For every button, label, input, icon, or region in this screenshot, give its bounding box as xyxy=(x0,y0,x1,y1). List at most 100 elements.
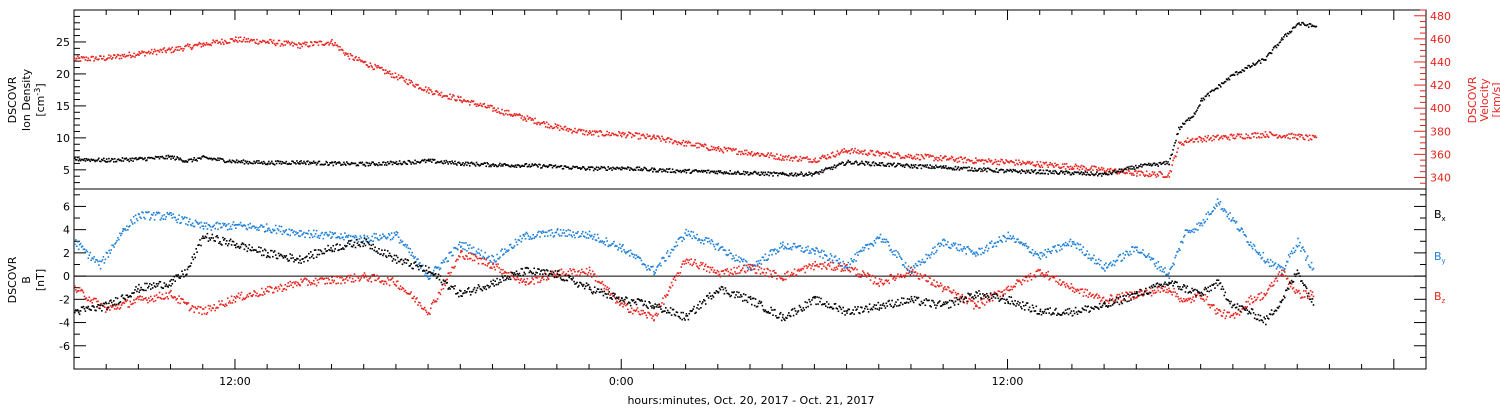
velocity-point xyxy=(1211,140,1213,142)
by-point xyxy=(935,252,937,254)
bz-point xyxy=(702,262,704,264)
bz-point xyxy=(78,290,80,292)
velocity-point xyxy=(103,56,105,58)
bz-point xyxy=(399,288,401,290)
bz-point xyxy=(185,302,187,304)
velocity-point xyxy=(385,69,387,71)
bz-point xyxy=(249,293,251,295)
velocity-point xyxy=(695,143,697,145)
velocity-point xyxy=(1000,161,1002,163)
by-point xyxy=(781,246,783,248)
velocity-point xyxy=(531,119,533,121)
by-point xyxy=(676,241,678,243)
by-point xyxy=(670,252,672,254)
velocity-point xyxy=(428,92,430,94)
by-point xyxy=(1047,248,1049,250)
velocity-point xyxy=(669,141,671,143)
density-point xyxy=(1125,169,1127,171)
density-point xyxy=(723,173,725,175)
velocity-point xyxy=(962,158,964,160)
by-point xyxy=(191,225,193,227)
velocity-point xyxy=(130,57,132,59)
velocity-point xyxy=(179,46,181,48)
density-point xyxy=(1078,172,1080,174)
bz-point xyxy=(695,263,697,265)
by-point xyxy=(227,229,229,231)
velocity-point xyxy=(1136,175,1138,177)
bz-point xyxy=(347,280,349,282)
by-point xyxy=(397,232,399,234)
by-point xyxy=(665,260,667,262)
by-point xyxy=(563,229,565,231)
density-point xyxy=(955,166,957,168)
by-point xyxy=(210,226,212,228)
by-point xyxy=(319,237,321,239)
bz-point xyxy=(519,282,521,284)
density-point xyxy=(962,168,964,170)
velocity-point xyxy=(122,54,124,56)
by-point xyxy=(959,250,961,252)
bz-point xyxy=(631,308,633,310)
density-point xyxy=(1234,74,1236,76)
density-point xyxy=(167,155,169,157)
velocity-point xyxy=(924,158,926,160)
by-point xyxy=(1095,259,1097,261)
bz-point xyxy=(607,289,609,291)
by-point xyxy=(760,260,762,262)
density-point xyxy=(610,167,612,169)
by-point xyxy=(1234,220,1236,222)
by-point xyxy=(425,272,427,274)
bz-point xyxy=(756,273,758,275)
by-point xyxy=(281,226,283,228)
by-point xyxy=(946,244,948,246)
velocity-point xyxy=(849,150,851,152)
bz-point xyxy=(538,276,540,278)
by-point xyxy=(514,245,516,247)
bz-point xyxy=(814,261,816,263)
by-point xyxy=(442,262,444,264)
velocity-point xyxy=(337,46,339,48)
by-point xyxy=(1263,260,1265,262)
by-point xyxy=(177,218,179,220)
by-point xyxy=(1160,266,1162,268)
by-point xyxy=(80,243,82,245)
by-point xyxy=(230,226,232,228)
bz-point xyxy=(279,288,281,290)
velocity-point xyxy=(1100,169,1102,171)
by-point xyxy=(400,239,402,241)
velocity-point xyxy=(952,157,954,159)
by-point xyxy=(274,229,276,231)
density-point xyxy=(1045,173,1047,175)
bz-point xyxy=(476,256,478,258)
velocity-point xyxy=(1315,135,1317,137)
by-point xyxy=(571,236,573,238)
by-point xyxy=(808,253,810,255)
by-point xyxy=(628,250,630,252)
velocity-point xyxy=(170,48,172,50)
velocity-point xyxy=(745,153,747,155)
by-point xyxy=(755,265,757,267)
by-point xyxy=(572,231,574,233)
bz-point xyxy=(221,300,223,302)
by-point xyxy=(733,257,735,259)
density-point xyxy=(1130,168,1132,170)
velocity-point xyxy=(1029,161,1031,163)
bz-point xyxy=(162,294,164,296)
density-point xyxy=(290,163,292,165)
density-point xyxy=(1188,117,1190,119)
by-point xyxy=(603,243,605,245)
density-point xyxy=(106,158,108,160)
density-point xyxy=(244,163,246,165)
density-point xyxy=(930,168,932,170)
bz-point xyxy=(454,266,456,268)
by-point xyxy=(279,225,281,227)
by-point xyxy=(1118,256,1120,258)
density-point xyxy=(1217,88,1219,90)
bz-point xyxy=(445,285,447,287)
density-point xyxy=(921,168,923,170)
velocity-point xyxy=(77,56,79,58)
by-point xyxy=(125,230,127,232)
velocity-point xyxy=(1180,142,1182,144)
velocity-point xyxy=(1292,137,1294,139)
bz-point xyxy=(574,271,576,273)
